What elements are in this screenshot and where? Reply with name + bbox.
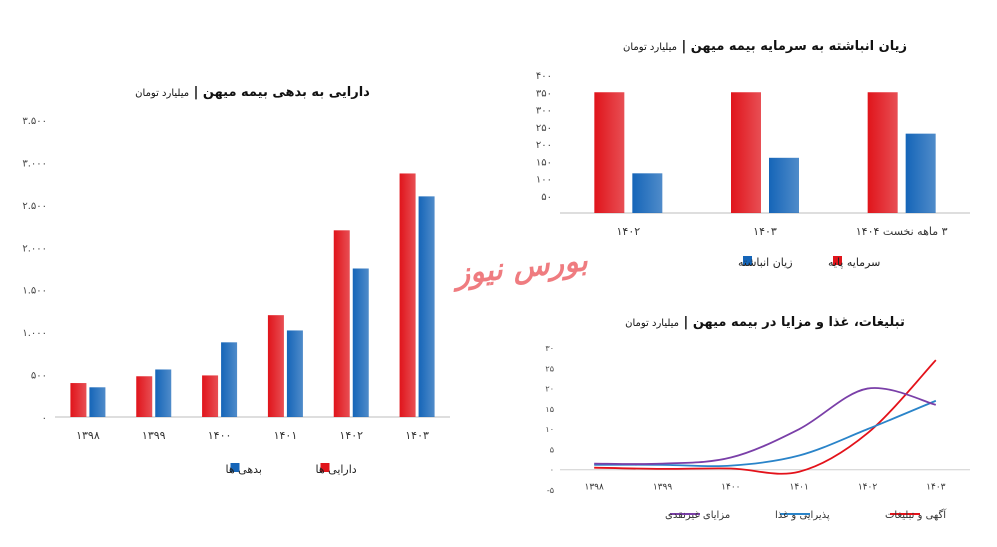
legend-swatch bbox=[320, 463, 330, 472]
bar-series2 bbox=[769, 157, 799, 213]
bar-series1 bbox=[399, 173, 416, 417]
legend-label: سرمایه پایه bbox=[828, 256, 880, 269]
advertising-benefits-svg: تبلیغات، غذا و مزایا در بیمه میهن | میلی… bbox=[545, 315, 970, 521]
bar-series2 bbox=[632, 173, 663, 213]
chart-title: زیان انباشته به سرمایه بیمه میهن | میلیا… bbox=[623, 39, 907, 54]
bar-series2 bbox=[286, 330, 303, 417]
bar-series1 bbox=[333, 230, 350, 417]
y-tick-label: ۳.۵۰۰ bbox=[22, 116, 47, 127]
bar-series1 bbox=[136, 376, 153, 417]
accumulated-loss-svg: زیان انباشته به سرمایه بیمه میهن | میلیا… bbox=[536, 39, 970, 269]
x-tick-label: ۱۴۰۲ bbox=[617, 225, 641, 238]
x-tick-label: ۱۴۰۳ bbox=[926, 483, 946, 493]
line-series-2 bbox=[594, 399, 937, 468]
legend-swatch bbox=[230, 463, 240, 472]
y-tick-label: ۱۵ bbox=[545, 405, 554, 414]
y-tick-label: ۲۰ bbox=[545, 385, 554, 394]
legend-label: مزایای غیرنقدی bbox=[665, 510, 730, 521]
watermark-text: بورس نیوز bbox=[453, 243, 590, 292]
y-tick-label: ۳۵۰ bbox=[536, 88, 552, 99]
y-tick-label: -۵ bbox=[547, 486, 554, 495]
y-tick-label: ۲۵۰ bbox=[536, 123, 552, 134]
legend-label: آگهی و تبلیغات bbox=[885, 508, 947, 521]
bar-series1 bbox=[267, 315, 284, 417]
legend-label: بدهی ها bbox=[226, 463, 262, 476]
bar-series2 bbox=[221, 342, 238, 417]
y-tick-label: ۱.۰۰۰ bbox=[22, 328, 47, 339]
x-tick-label: ۱۴۰۳ bbox=[405, 429, 429, 442]
y-tick-label: ۲۵ bbox=[545, 364, 554, 373]
legend-label: دارایی ها bbox=[316, 463, 357, 476]
accumulated-loss-chart: زیان انباشته به سرمایه بیمه میهن | میلیا… bbox=[520, 30, 990, 280]
legend-swatch bbox=[743, 256, 752, 265]
y-tick-label: ۳.۰۰۰ bbox=[22, 158, 47, 169]
chart-unit-text: میلیارد تومان bbox=[135, 88, 189, 99]
x-tick-label: ۱۴۰۰ bbox=[208, 429, 232, 442]
chart-title-text: دارایی به بدهی بیمه میهن | bbox=[189, 85, 370, 100]
y-tick-label: ۳۰۰ bbox=[536, 106, 552, 117]
y-tick-label: ۱۰ bbox=[545, 425, 554, 434]
bar-series1 bbox=[731, 92, 761, 213]
y-tick-label: ۵۰ bbox=[541, 192, 552, 203]
x-tick-label: ۳ ماهه نخست ۱۴۰۴ bbox=[856, 225, 948, 238]
line-series-1 bbox=[594, 359, 937, 475]
y-tick-label: ۲۰۰ bbox=[536, 140, 552, 151]
y-tick-label: ۲.۵۰۰ bbox=[22, 201, 47, 212]
bar-series2 bbox=[418, 196, 435, 417]
chart-title: تبلیغات، غذا و مزایا در بیمه میهن | میلی… bbox=[625, 315, 905, 330]
bar-series1 bbox=[202, 375, 219, 417]
chart-title: دارایی به بدهی بیمه میهن | میلیارد تومان bbox=[135, 85, 370, 100]
x-tick-label: ۱۴۰۲ bbox=[858, 483, 878, 493]
x-tick-label: ۱۴۰۱ bbox=[789, 483, 808, 493]
y-tick-label: ۰ bbox=[42, 413, 47, 424]
y-tick-label: ۵ bbox=[550, 445, 554, 454]
assets-liabilities-chart: دارایی به بدهی بیمه میهن | میلیارد تومان… bbox=[0, 60, 470, 490]
x-tick-label: ۱۳۹۹ bbox=[653, 483, 673, 493]
chart-unit-text: میلیارد تومان bbox=[625, 318, 679, 329]
x-tick-label: ۱۳۹۸ bbox=[584, 483, 604, 493]
bar-series2 bbox=[352, 268, 369, 417]
assets-liabilities-svg: دارایی به بدهی بیمه میهن | میلیارد تومان… bbox=[22, 85, 450, 476]
y-tick-label: ۱۰۰ bbox=[536, 175, 552, 186]
line-series-3 bbox=[594, 387, 937, 465]
y-tick-label: ۱.۵۰۰ bbox=[22, 286, 47, 297]
x-tick-label: ۱۴۰۳ bbox=[753, 225, 777, 238]
chart-title-text: زیان انباشته به سرمایه بیمه میهن | bbox=[677, 39, 907, 54]
y-tick-label: ۳۰ bbox=[545, 344, 554, 353]
x-tick-label: ۱۳۹۸ bbox=[76, 429, 100, 442]
chart-title-text: تبلیغات، غذا و مزایا در بیمه میهن | bbox=[679, 315, 905, 330]
advertising-benefits-chart: تبلیغات، غذا و مزایا در بیمه میهن | میلی… bbox=[520, 300, 990, 540]
legend-label: زیان انباشته bbox=[738, 256, 793, 269]
bar-series1 bbox=[867, 92, 898, 213]
y-tick-label: ۴۰۰ bbox=[536, 71, 552, 82]
legend-swatch bbox=[833, 256, 842, 265]
chart-unit-text: میلیارد تومان bbox=[623, 42, 677, 53]
bar-series2 bbox=[905, 133, 936, 213]
y-tick-label: ۵۰۰ bbox=[31, 371, 47, 382]
x-tick-label: ۱۳۹۹ bbox=[142, 429, 166, 442]
bar-series2 bbox=[155, 369, 172, 417]
legend-label: پذیرایی و غذا bbox=[775, 510, 830, 521]
y-tick-label: ۲.۰۰۰ bbox=[22, 243, 47, 254]
x-tick-label: ۱۴۰۲ bbox=[339, 429, 363, 442]
x-tick-label: ۱۴۰۰ bbox=[721, 483, 740, 493]
y-tick-label: ۱۵۰ bbox=[536, 157, 552, 168]
bar-series2 bbox=[89, 387, 106, 417]
y-tick-label: ۰ bbox=[550, 466, 554, 475]
bar-series1 bbox=[594, 92, 625, 213]
x-tick-label: ۱۴۰۱ bbox=[274, 429, 298, 442]
bar-series1 bbox=[70, 383, 87, 417]
